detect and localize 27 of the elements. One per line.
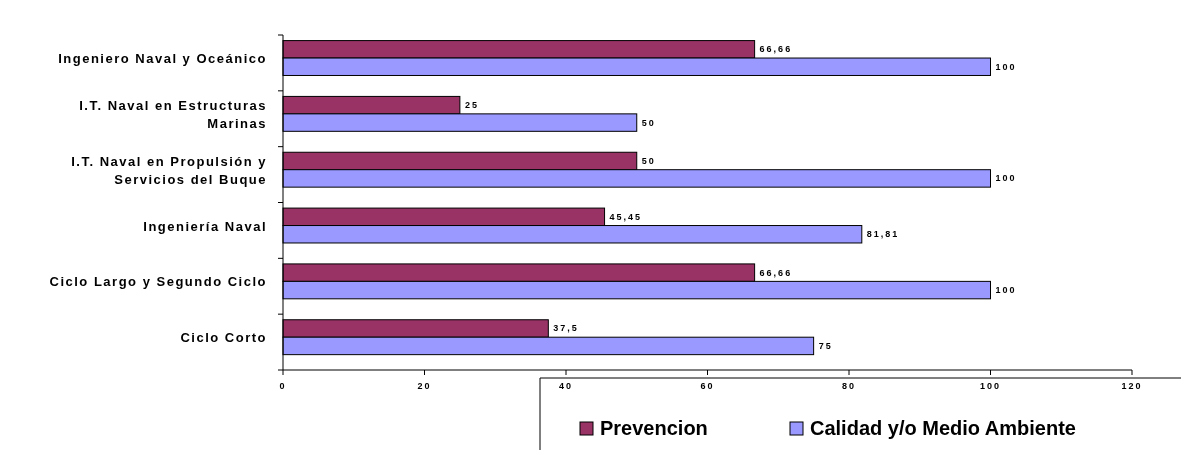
data-label: 100 [995, 173, 1017, 184]
x-tick-label: 80 [841, 381, 857, 391]
data-label: 50 [641, 155, 656, 166]
y-tick-label: Ingeniero Naval y Oceánico [58, 51, 267, 67]
data-label: 81,81 [866, 229, 900, 240]
x-tick-label: 0 [279, 381, 287, 391]
x-tick-label: 40 [558, 381, 574, 391]
x-tick-label: 100 [979, 381, 1002, 391]
legend-label: Calidad y/o Medio Ambiente [810, 417, 1076, 439]
data-label: 100 [995, 285, 1017, 296]
legend-label: Prevencion [600, 417, 708, 439]
data-label: 66,66 [759, 267, 793, 278]
y-tick-label: I.T. Naval en Estructuras Marinas [79, 97, 267, 131]
data-label: 75 [818, 340, 833, 351]
y-tick-label: I.T. Naval en Propulsión y Servicios del Buque [71, 153, 267, 187]
y-tick-label: Ciclo Corto [180, 330, 267, 346]
y-tick-label: Ciclo Largo y Segundo Ciclo [49, 274, 267, 290]
data-label: 100 [995, 61, 1017, 72]
data-label: 37,5 [553, 323, 579, 334]
data-label: 66,66 [759, 44, 793, 55]
x-tick-label: 120 [1121, 381, 1143, 391]
x-tick-label: 20 [417, 381, 432, 391]
x-tick-label: 60 [700, 381, 715, 391]
y-tick-label: Ingeniería Naval [143, 218, 267, 234]
data-label: 45,45 [609, 211, 643, 222]
data-label: 50 [641, 117, 656, 128]
data-label: 25 [464, 100, 479, 111]
